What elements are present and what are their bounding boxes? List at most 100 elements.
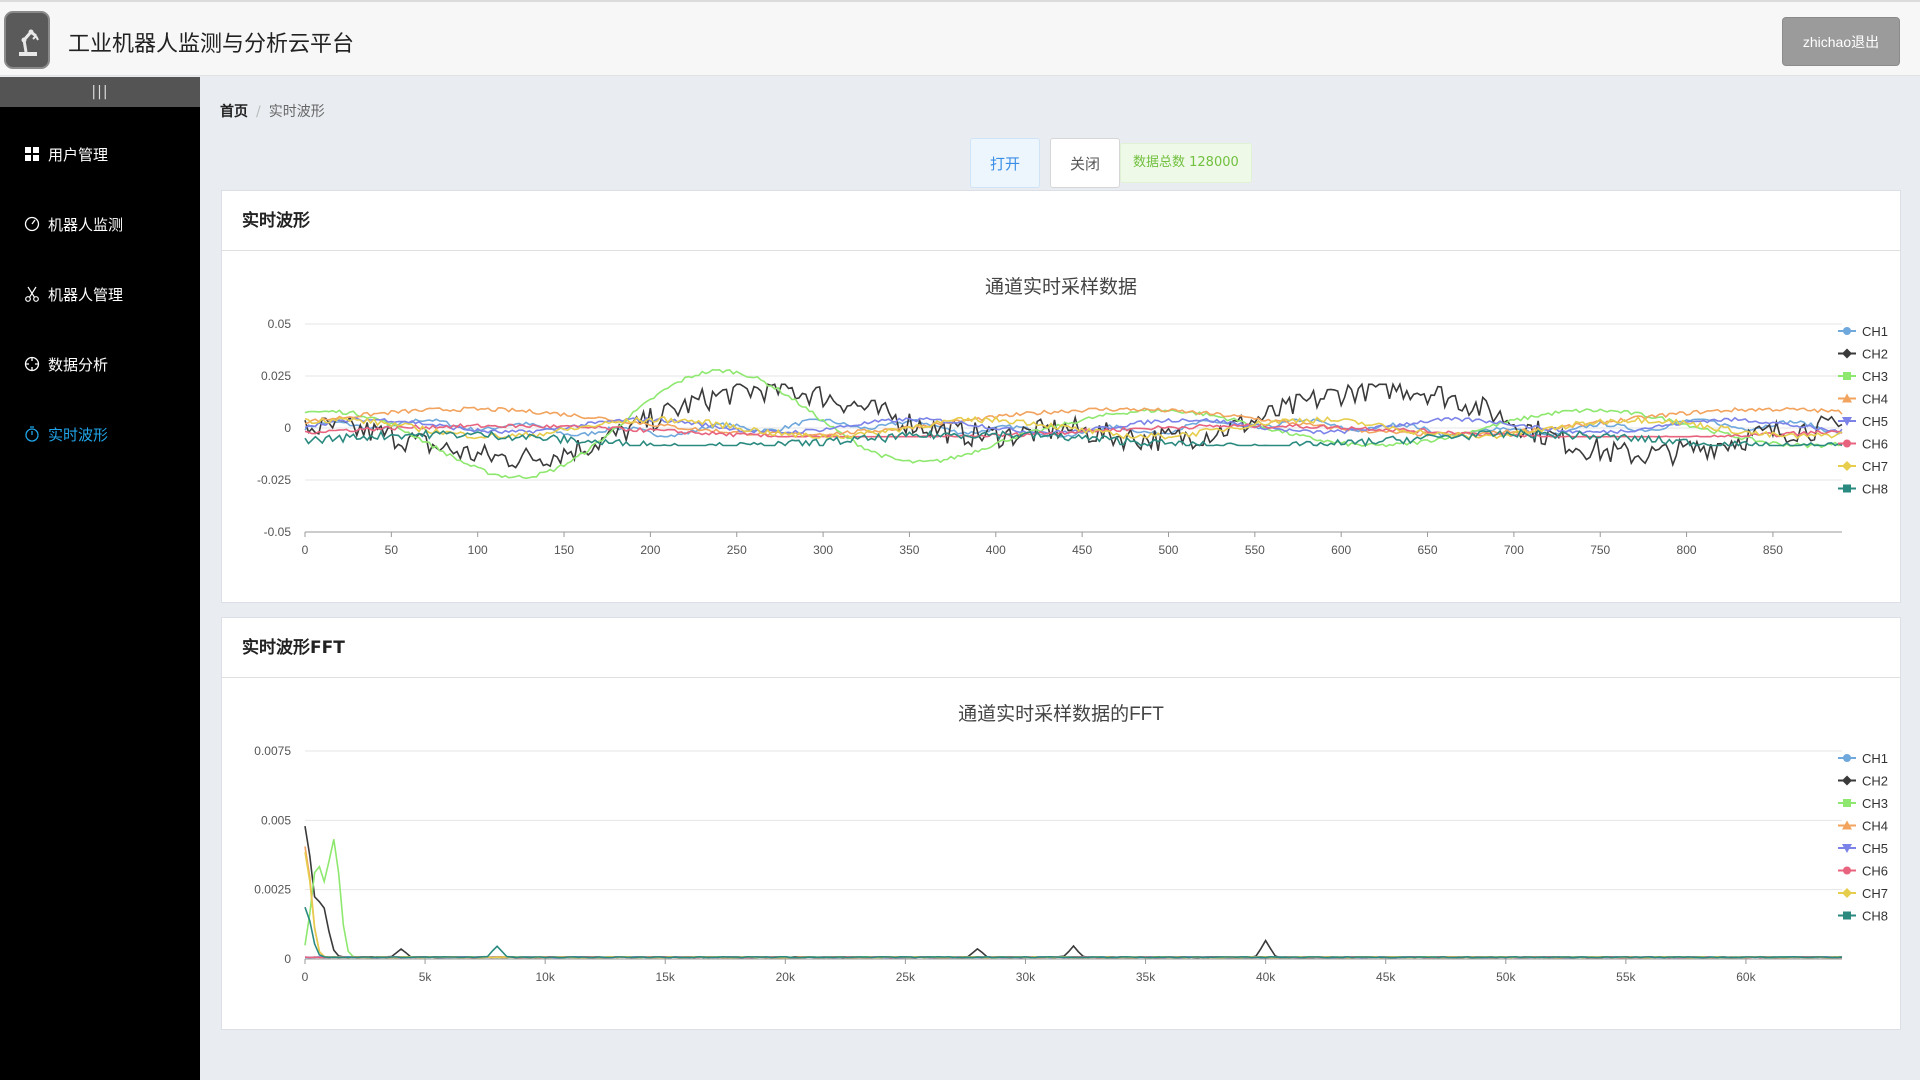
legend-label: CH3 [1862, 796, 1888, 811]
y-tick-label: 0.005 [261, 813, 291, 827]
y-tick-label: 0.0025 [254, 883, 291, 897]
sidebar-item-label: 机器人监测 [48, 215, 124, 234]
x-tick-label: 850 [1763, 543, 1783, 557]
y-tick-label: 0 [284, 952, 291, 966]
x-tick-label: 15k [656, 970, 676, 984]
legend-label: CH5 [1862, 841, 1888, 856]
series-line-ch7 [304, 415, 1843, 440]
fft-card: 实时波形FFT 通道实时采样数据的FFT 0.0075 0.005 0.0025 0 0… [221, 617, 1901, 1030]
sidebar: ||| 用户管理 机器人监测 机器人管理 数据分析 实时波形 [0, 77, 200, 1080]
legend-item-ch5[interactable]: CH5 [1838, 841, 1888, 856]
series-line-ch8 [304, 906, 1843, 959]
legend-label: CH8 [1862, 909, 1888, 924]
gauge-icon [24, 216, 40, 232]
legend-item-ch7[interactable]: CH7 [1838, 886, 1888, 901]
series-line-ch7 [304, 851, 1843, 959]
sidebar-item-user-management[interactable]: 用户管理 [0, 119, 200, 189]
x-tick-label: 100 [468, 543, 488, 557]
robot-arm-logo-icon [4, 11, 50, 69]
legend-item-ch6[interactable]: CH6 [1838, 864, 1888, 879]
x-tick-label: 45k [1376, 970, 1396, 984]
x-tick-label: 200 [640, 543, 660, 557]
app-title: 工业机器人监测与分析云平台 [68, 32, 355, 57]
legend-item-ch1[interactable]: CH1 [1838, 751, 1888, 766]
legend-label: CH6 [1862, 437, 1888, 452]
legend-label: CH4 [1862, 392, 1888, 407]
x-tick-label: 500 [1158, 543, 1178, 557]
legend-item-ch6[interactable]: CH6 [1838, 437, 1888, 452]
x-tick-label: 55k [1616, 970, 1636, 984]
sidebar-item-robot-monitoring[interactable]: 机器人监测 [0, 189, 200, 259]
x-tick-label: 700 [1504, 543, 1524, 557]
waveform-controls: 打开 关闭 数据总数 128000 [970, 138, 1252, 188]
sidebar-item-label: 用户管理 [48, 145, 109, 164]
x-tick-label: 300 [813, 543, 833, 557]
waveform-card-body: 通道实时采样数据 0.05 0.025 0 -0.025 -0.05 0 50 100 150 2… [222, 251, 1900, 607]
x-tick-label: 40k [1256, 970, 1276, 984]
x-tick-label: 20k [776, 970, 796, 984]
series-line-ch6 [304, 422, 1843, 438]
legend-label: CH2 [1862, 347, 1888, 362]
series-line-ch1 [304, 418, 1843, 438]
legend-item-ch8[interactable]: CH8 [1838, 482, 1888, 497]
sidebar-item-label: 实时波形 [48, 425, 109, 444]
legend-item-ch8[interactable]: CH8 [1838, 909, 1888, 924]
data-count-badge: 数据总数 128000 [1120, 143, 1252, 183]
x-tick-label: 750 [1590, 543, 1610, 557]
y-tick-label: -0.05 [264, 525, 292, 539]
sidebar-item-data-analysis[interactable]: 数据分析 [0, 329, 200, 399]
waveform-card-header: 实时波形 [222, 191, 1900, 251]
open-button[interactable]: 打开 [970, 138, 1040, 188]
close-button[interactable]: 关闭 [1050, 138, 1120, 188]
legend-item-ch5[interactable]: CH5 [1838, 414, 1888, 429]
legend-label: CH8 [1862, 482, 1888, 497]
y-tick-label: 0.05 [268, 317, 292, 331]
x-tick-label: 600 [1331, 543, 1351, 557]
x-tick-label: 150 [554, 543, 574, 557]
x-tick-label: 0 [302, 970, 309, 984]
sidebar-collapse-toggle[interactable]: ||| [0, 77, 200, 107]
top-bar: 工业机器人监测与分析云平台 zhichao退出 [0, 0, 1920, 76]
series-line-ch3 [304, 839, 1843, 959]
legend-item-ch3[interactable]: CH3 [1838, 369, 1888, 384]
logout-button[interactable]: zhichao退出 [1782, 17, 1900, 66]
series-line-ch4 [304, 846, 1843, 959]
target-icon [24, 356, 40, 372]
x-tick-label: 5k [419, 970, 433, 984]
breadcrumb-separator: / [256, 104, 261, 120]
x-tick-label: 25k [896, 970, 916, 984]
waveform-chart: 通道实时采样数据 0.05 0.025 0 -0.025 -0.05 0 50 100 150 2… [257, 276, 1888, 557]
legend-item-ch4[interactable]: CH4 [1838, 819, 1888, 834]
legend-item-ch2[interactable]: CH2 [1838, 774, 1888, 789]
legend-label: CH2 [1862, 774, 1888, 789]
fft-chart-title: 通道实时采样数据的FFT [958, 703, 1164, 725]
sidebar-item-robot-management[interactable]: 机器人管理 [0, 259, 200, 329]
x-tick-label: 35k [1136, 970, 1156, 984]
x-tick-label: 400 [986, 543, 1006, 557]
scissors-icon [24, 286, 40, 302]
x-tick-label: 250 [727, 543, 747, 557]
legend-label: CH4 [1862, 819, 1888, 834]
legend-item-ch7[interactable]: CH7 [1838, 459, 1888, 474]
legend-item-ch1[interactable]: CH1 [1838, 324, 1888, 339]
y-tick-label: 0 [284, 421, 291, 435]
legend-label: CH7 [1862, 886, 1888, 901]
sidebar-item-realtime-waveform[interactable]: 实时波形 [0, 399, 200, 469]
x-tick-label: 450 [1072, 543, 1092, 557]
legend-item-ch4[interactable]: CH4 [1838, 392, 1888, 407]
legend-label: CH1 [1862, 324, 1888, 339]
breadcrumb-home[interactable]: 首页 [220, 104, 248, 120]
x-tick-label: 800 [1677, 543, 1697, 557]
y-tick-label: 0.025 [261, 369, 291, 383]
x-tick-label: 350 [899, 543, 919, 557]
legend-item-ch2[interactable]: CH2 [1838, 347, 1888, 362]
breadcrumb: 首页 / 实时波形 [220, 101, 325, 121]
waveform-chart-title: 通道实时采样数据 [985, 276, 1137, 298]
series-line-ch3 [304, 368, 1843, 480]
legend-label: CH7 [1862, 459, 1888, 474]
grid-icon [24, 146, 40, 162]
legend-item-ch3[interactable]: CH3 [1838, 796, 1888, 811]
x-tick-label: 60k [1736, 970, 1756, 984]
y-tick-label: -0.025 [257, 473, 291, 487]
legend-label: CH5 [1862, 414, 1888, 429]
